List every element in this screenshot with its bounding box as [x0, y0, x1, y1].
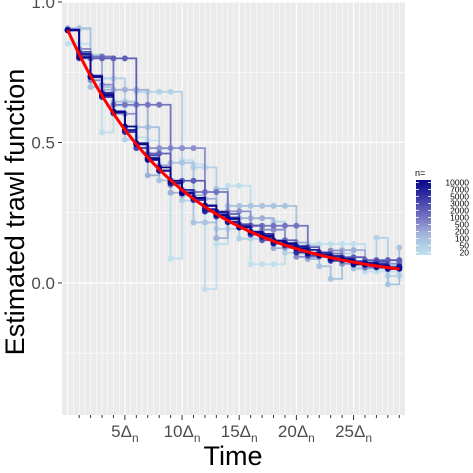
legend-label: 3000	[450, 199, 469, 209]
legend-colorbar	[416, 180, 431, 255]
series-point	[213, 241, 220, 248]
y-axis: 0.0 0.5 1.0	[31, 0, 62, 293]
series-point	[270, 245, 277, 252]
x-tick-label: 10Δn	[164, 422, 201, 445]
series-point	[99, 55, 106, 62]
series-point	[190, 219, 197, 226]
legend-label: 1000	[450, 213, 469, 223]
legend-label: 7000	[450, 185, 469, 195]
series-point	[350, 240, 357, 247]
series-point	[156, 145, 163, 152]
true-curve-line	[66, 29, 400, 271]
legend-title: n=	[415, 168, 425, 178]
series-point	[270, 261, 277, 268]
series-point	[281, 202, 288, 209]
series-point	[64, 40, 71, 47]
series-point	[259, 215, 266, 222]
series-point	[167, 255, 174, 262]
series-point	[179, 145, 186, 152]
series-point	[213, 235, 220, 242]
series-point	[156, 101, 163, 108]
series-point	[179, 197, 186, 204]
series-point	[270, 202, 277, 209]
series-point	[236, 208, 243, 215]
series-point	[121, 55, 128, 62]
legend-label: 200	[455, 227, 469, 237]
series-point	[121, 86, 128, 93]
series-point	[270, 222, 277, 229]
x-tick-label: 15Δn	[221, 422, 258, 445]
series-point	[224, 182, 231, 189]
series-point	[396, 244, 403, 251]
series-point	[167, 88, 174, 95]
series-point	[190, 177, 197, 184]
series-point	[201, 219, 208, 226]
y-tick-label: 0.5	[31, 133, 55, 152]
true-curve-group	[66, 29, 400, 271]
legend-label: 5000	[450, 192, 469, 202]
series-point	[373, 234, 380, 241]
series-point	[384, 281, 391, 288]
x-axis: 5Δn 10Δn 15Δn 20Δn 25Δn	[78, 415, 400, 445]
series-point	[121, 101, 128, 108]
series-point	[247, 261, 254, 268]
series-point	[247, 202, 254, 209]
series-point	[156, 88, 163, 95]
series-point	[316, 263, 323, 270]
x-axis-label: Time	[204, 441, 263, 471]
series-point	[327, 275, 334, 282]
series-point	[350, 247, 357, 254]
legend-label: 500	[455, 220, 469, 230]
series-point	[156, 177, 163, 184]
series-point	[396, 257, 403, 264]
legend-label: 2000	[450, 206, 469, 216]
series-point	[236, 235, 243, 242]
series-point	[236, 182, 243, 189]
series-point	[87, 84, 94, 91]
y-tick-label: 1.0	[31, 0, 55, 12]
y-axis-label: Estimated trawl function	[0, 69, 30, 356]
series-point	[99, 129, 106, 136]
series-point	[167, 189, 174, 196]
x-tick-label: 25Δn	[335, 422, 372, 445]
series-point	[293, 222, 300, 229]
legend-label: 50	[460, 241, 470, 251]
x-tick-label: 20Δn	[278, 422, 315, 445]
series-point	[259, 261, 266, 268]
series-point	[144, 172, 151, 179]
series-point	[281, 249, 288, 256]
series-point	[293, 253, 300, 260]
series-point	[213, 189, 220, 196]
x-tick-label: 5Δn	[111, 422, 139, 445]
series-point	[179, 159, 186, 166]
y-tick-label: 0.0	[31, 274, 55, 293]
series-point	[190, 145, 197, 152]
series-point	[121, 136, 128, 143]
series-point	[259, 202, 266, 209]
series-point	[281, 222, 288, 229]
series-point	[144, 101, 151, 108]
series-point	[236, 202, 243, 209]
series-point	[110, 55, 117, 62]
series-point	[339, 240, 346, 247]
legend-label: 20	[460, 248, 470, 258]
legend-label: 100	[455, 234, 469, 244]
series-point	[201, 286, 208, 293]
series-point	[327, 240, 334, 247]
legend-label: 10000	[445, 178, 469, 188]
